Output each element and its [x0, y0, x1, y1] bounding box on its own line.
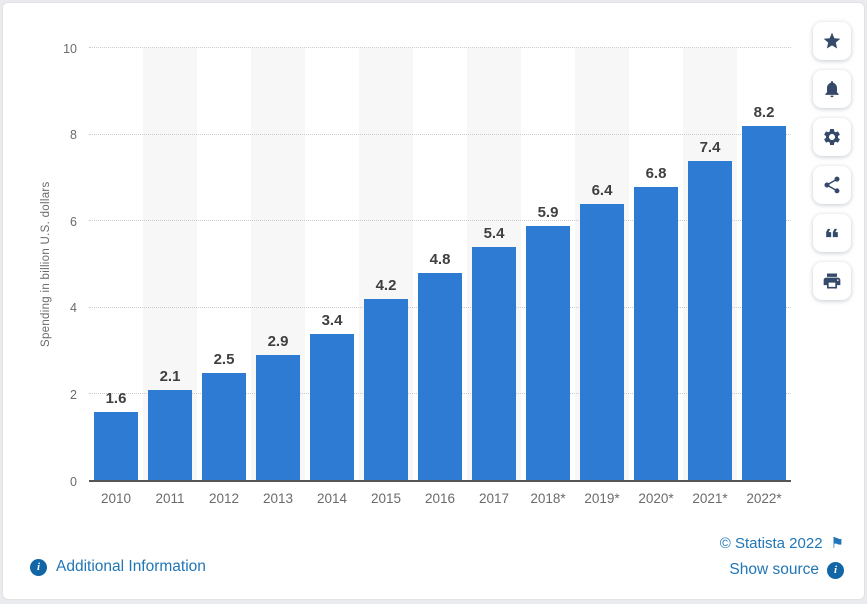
y-tick-8: 8 — [70, 128, 77, 143]
bar-2017[interactable] — [472, 247, 516, 481]
chart-column-2015: 4.2 — [359, 48, 413, 481]
chart-column-2012: 2.5 — [197, 48, 251, 481]
data-label-2012: 2.5 — [213, 350, 235, 368]
x-tick-2014: 2014 — [316, 491, 348, 506]
bar-2018*[interactable] — [526, 225, 570, 481]
notifications-button[interactable] — [813, 70, 851, 108]
x-tick-labels: 2010 2011 2012 2013 2014 2015 2016 2017 2018* 201… — [89, 491, 791, 506]
x-tick-2010: 2010 — [100, 491, 132, 506]
x-tick-2019*: 2019* — [584, 491, 620, 506]
x-tick-2012: 2012 — [208, 491, 240, 506]
chart-column-2021*: 7.4 — [683, 48, 737, 481]
x-tick-2017: 2017 — [478, 491, 510, 506]
additional-information-link[interactable]: i Additional Information — [30, 558, 206, 576]
bar-2012[interactable] — [202, 372, 246, 481]
info-icon: i — [827, 561, 844, 579]
bar-chart: Spending in billion U.S. dollars 1.6 2.1 2… — [3, 3, 864, 599]
data-label-2018*: 5.9 — [537, 203, 559, 221]
data-label-2020*: 6.8 — [645, 164, 667, 182]
data-label-2022*: 8.2 — [753, 103, 775, 121]
show-source-label: Show source — [729, 561, 819, 578]
share-button[interactable] — [813, 166, 851, 204]
data-label-2016: 4.8 — [429, 251, 451, 269]
y-tick-2: 2 — [70, 387, 77, 402]
data-label-2015: 4.2 — [375, 277, 397, 295]
chart-column-2016: 4.8 — [413, 48, 467, 481]
data-label-2013: 2.9 — [267, 333, 289, 351]
data-label-2021*: 7.4 — [699, 138, 721, 156]
x-tick-2015: 2015 — [370, 491, 402, 506]
quote-icon — [826, 228, 838, 238]
y-axis-title: Spending in billion U.S. dollars — [40, 181, 52, 348]
favorite-button[interactable] — [813, 22, 851, 60]
cite-button[interactable] — [813, 214, 851, 252]
data-label-2011: 2.1 — [159, 368, 181, 386]
chart-column-2018*: 5.9 — [521, 48, 575, 481]
data-label-2017: 5.4 — [483, 225, 505, 243]
share-icon — [824, 176, 840, 194]
x-tick-2011: 2011 — [155, 491, 185, 506]
y-tick-0: 0 — [70, 474, 77, 489]
x-tick-2018*: 2018* — [530, 491, 566, 506]
gear-icon — [824, 129, 840, 145]
star-icon — [823, 32, 841, 49]
data-label-2014: 3.4 — [321, 311, 343, 329]
data-label-2010: 1.6 — [105, 389, 127, 407]
print-icon — [823, 273, 841, 289]
chart-column-2010: 1.6 — [89, 48, 143, 481]
x-tick-2021*: 2021* — [692, 491, 728, 506]
bar-2016[interactable] — [418, 273, 462, 481]
plot-area: 1.6 2.1 2.5 2.9 3.4 4.2 4.8 5.4 5.9 6.4 6.8 7.4 8.2 … — [63, 42, 791, 506]
bar-2019*[interactable] — [580, 203, 624, 481]
x-tick-2022*: 2022* — [746, 491, 782, 506]
print-button[interactable] — [813, 262, 851, 300]
copyright-label: © Statista 2022 — [719, 535, 823, 552]
chart-column-2020*: 6.8 — [629, 48, 683, 481]
bar-2014[interactable] — [310, 333, 354, 481]
additional-information-label: Additional Information — [56, 558, 206, 575]
x-tick-2020*: 2020* — [638, 491, 674, 506]
x-tick-2016: 2016 — [424, 491, 456, 506]
x-tick-2013: 2013 — [262, 491, 294, 506]
bar-2013[interactable] — [256, 355, 300, 481]
bar-2021*[interactable] — [688, 160, 732, 481]
chart-column-2014: 3.4 — [305, 48, 359, 481]
chart-column-2019*: 6.4 — [575, 48, 629, 481]
bar-2020*[interactable] — [634, 186, 678, 481]
data-label-2019*: 6.4 — [591, 181, 613, 199]
bar-2015[interactable] — [364, 299, 408, 481]
x-axis-line — [89, 480, 791, 482]
y-tick-4: 4 — [70, 301, 77, 316]
y-tick-6: 6 — [70, 214, 77, 229]
chart-column-2022*: 8.2 — [737, 48, 791, 481]
info-icon: i — [30, 558, 47, 576]
settings-button[interactable] — [813, 118, 851, 156]
bar-2011[interactable] — [148, 390, 192, 481]
bar-2010[interactable] — [94, 411, 138, 481]
gridline-6 — [89, 220, 791, 222]
bell-icon — [825, 81, 839, 98]
y-tick-10: 10 — [63, 41, 77, 56]
chart-toolbar — [813, 22, 851, 300]
chart-column-2017: 5.4 — [467, 48, 521, 481]
gridline-10 — [89, 47, 791, 48]
show-source-link[interactable]: Show source i — [729, 561, 844, 579]
chart-column-2013: 2.9 — [251, 48, 305, 481]
statista-copyright-link[interactable]: © Statista 2022 ⚑ — [720, 535, 844, 552]
chart-column-2011: 2.1 — [143, 48, 197, 481]
bar-columns: 1.6 2.1 2.5 2.9 3.4 4.2 4.8 5.4 5.9 6.4 6.8 7.4 8.2 — [89, 48, 791, 481]
gridline-8 — [89, 133, 791, 135]
flag-icon: ⚑ — [830, 535, 844, 552]
bar-2022*[interactable] — [742, 125, 786, 481]
